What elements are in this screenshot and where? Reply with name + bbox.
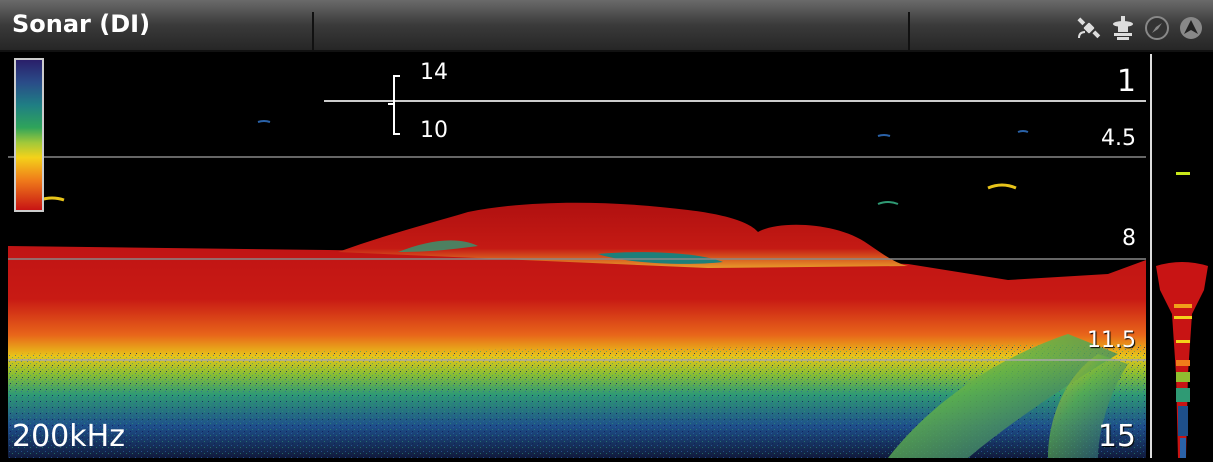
- sonar-returns: [8, 75, 1146, 458]
- fish-id-upper: 14: [420, 60, 448, 85]
- title-divider: [312, 12, 314, 52]
- depth-label-4-5: 4.5: [1101, 126, 1136, 151]
- depth-label-11-5: 11.5: [1087, 328, 1136, 353]
- depth-label-15: 15: [1097, 419, 1136, 454]
- sonar-display[interactable]: 14 10 1 4.5 8 11.5 15 200kHz: [8, 54, 1146, 458]
- transducer-icon: [1109, 14, 1137, 42]
- realtime-sonar-bar: [1150, 54, 1213, 458]
- title-bar: Sonar (DI): [0, 0, 1213, 52]
- fish-id-lower: 10: [420, 118, 448, 143]
- realtime-sonar-column: [1156, 172, 1208, 458]
- navigation-arrow-icon: [1177, 14, 1205, 42]
- gps-satellite-icon: [1075, 14, 1103, 42]
- color-palette-legend: [14, 58, 44, 212]
- status-icons: [1075, 14, 1205, 42]
- view-title: Sonar (DI): [12, 10, 151, 38]
- title-divider: [908, 12, 910, 52]
- compass-icon: [1143, 14, 1171, 42]
- frequency-label: 200kHz: [12, 419, 125, 454]
- depth-label-1: 1: [1116, 64, 1136, 99]
- depth-label-8: 8: [1122, 226, 1136, 251]
